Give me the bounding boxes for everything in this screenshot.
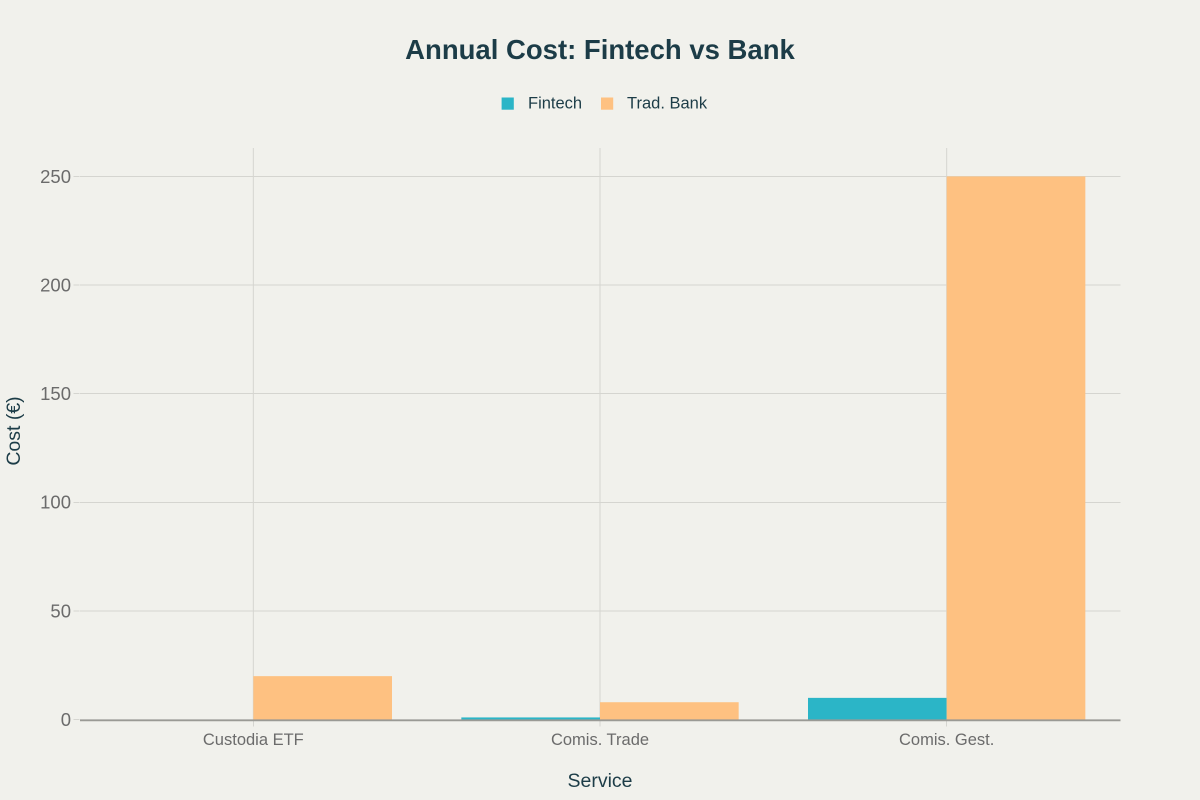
svg-text:Cost (€): Cost (€) <box>3 396 25 465</box>
svg-text:Trad. Bank: Trad. Bank <box>627 95 708 113</box>
svg-text:200: 200 <box>40 275 71 296</box>
svg-text:Custodia ETF: Custodia ETF <box>203 731 304 749</box>
svg-text:Fintech: Fintech <box>528 95 582 113</box>
svg-text:50: 50 <box>50 600 71 621</box>
svg-text:Comis. Gest.: Comis. Gest. <box>899 731 994 749</box>
svg-text:100: 100 <box>40 492 71 513</box>
svg-text:Annual Cost: Fintech vs Bank: Annual Cost: Fintech vs Bank <box>405 34 795 65</box>
svg-text:0: 0 <box>61 709 71 730</box>
svg-text:150: 150 <box>40 383 71 404</box>
svg-text:250: 250 <box>40 166 71 187</box>
svg-text:Comis. Trade: Comis. Trade <box>551 731 649 749</box>
svg-text:Service: Service <box>567 770 632 792</box>
